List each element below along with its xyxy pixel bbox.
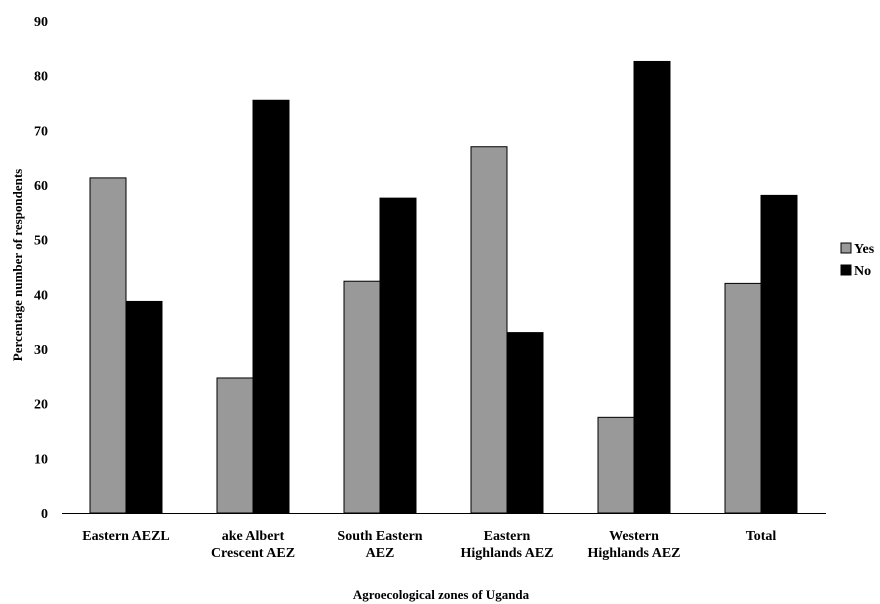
- x-axis-title: Agroecological zones of Uganda: [353, 587, 530, 602]
- legend-swatch-no: [840, 264, 852, 276]
- y-tick-label: 30: [34, 343, 48, 358]
- bar-no-5: [760, 194, 798, 514]
- y-tick-label: 70: [34, 124, 48, 139]
- x-tick-label: Eastern: [484, 529, 531, 544]
- legend-label-yes: Yes: [854, 242, 875, 257]
- x-tick-label: Western: [609, 529, 659, 544]
- x-tick-label: AEZ: [366, 546, 395, 561]
- x-tick-label: Crescent AEZ: [211, 546, 295, 561]
- bar-yes-2: [343, 280, 381, 514]
- bar-yes-1: [216, 377, 254, 514]
- bar-no-3: [506, 332, 544, 514]
- legend-swatch-yes: [840, 242, 852, 254]
- x-tick-label: Highlands AEZ: [588, 546, 681, 561]
- x-tick-label: Eastern AEZL: [82, 529, 170, 544]
- x-tick-label: Total: [746, 529, 777, 544]
- legend: Yes No: [840, 242, 875, 279]
- bar-no-4: [633, 60, 671, 514]
- y-tick-label: 90: [34, 15, 48, 30]
- bar-yes-3: [470, 146, 508, 514]
- y-tick-label: 40: [34, 288, 48, 303]
- y-tick-label: 80: [34, 70, 48, 85]
- y-tick-label: 20: [34, 398, 48, 413]
- x-tick-label: Highlands AEZ: [461, 546, 554, 561]
- y-tick-label: 0: [41, 507, 48, 522]
- y-tick-label: 60: [34, 179, 48, 194]
- bar-yes-5: [724, 282, 762, 514]
- bar-yes-4: [597, 416, 635, 514]
- x-tick-label: ake Albert: [222, 529, 285, 544]
- y-tick-label: 10: [34, 452, 48, 467]
- y-axis-title: Percentage number of respondents: [10, 169, 25, 361]
- bar-yes-0: [89, 177, 127, 514]
- legend-label-no: No: [854, 264, 871, 279]
- bar-no-2: [379, 197, 417, 514]
- bar-no-0: [125, 300, 163, 514]
- bar-no-1: [252, 99, 290, 514]
- x-tick-label: South Eastern: [337, 529, 422, 544]
- plot-area: 0 10 20 30 40 50 60 70 80 90 Eastern AEZL ake Alber…: [34, 15, 826, 561]
- y-tick-label: 50: [34, 234, 48, 249]
